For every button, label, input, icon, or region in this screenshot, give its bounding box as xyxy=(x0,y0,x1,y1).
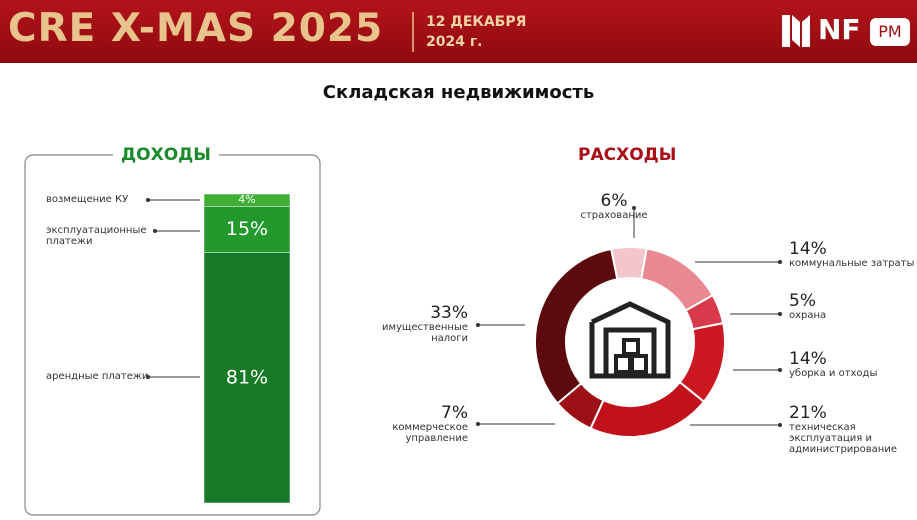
category-label: уборка и отходы xyxy=(789,368,878,379)
donut-segment xyxy=(534,247,619,405)
donut-segment xyxy=(589,380,706,438)
category-label: охрана xyxy=(789,310,827,321)
logo: NF xyxy=(818,13,861,46)
chart-title: ДОХОДЫ xyxy=(113,145,219,165)
logo-icon xyxy=(782,15,810,47)
chart-title: РАСХОДЫ xyxy=(570,145,685,165)
date: 2024 г. xyxy=(426,34,483,50)
leader-dot xyxy=(778,260,782,264)
value-label: 4% xyxy=(238,193,255,206)
subtitle: Складская недвижимость xyxy=(322,82,595,103)
category-label: арендные платежи xyxy=(46,371,149,382)
category-label: техническая эксплуатация и администриров… xyxy=(789,422,897,455)
value-label: 14% xyxy=(789,239,827,259)
leader-dot xyxy=(476,422,480,426)
value-label: 15% xyxy=(226,218,268,240)
value-label: 81% xyxy=(226,366,268,388)
leader-dot xyxy=(632,206,636,210)
leader-dot xyxy=(476,323,480,327)
bar-segment xyxy=(203,252,291,504)
leader-dot xyxy=(153,229,157,233)
bar-segment xyxy=(203,206,291,253)
leader-dot xyxy=(778,423,782,427)
header xyxy=(0,0,917,63)
category-label: страхование xyxy=(580,210,648,221)
value-label: 6% xyxy=(600,191,628,211)
header-title: CRE X-MAS 2025 xyxy=(8,6,384,51)
logo-badge: PM xyxy=(870,18,910,46)
value-label: 7% xyxy=(441,403,468,423)
category-label: возмещение КУ xyxy=(46,194,129,205)
date: 12 ДЕКАБРЯ xyxy=(426,14,527,30)
leader-dot xyxy=(146,198,150,202)
warehouse-icon xyxy=(589,301,671,379)
category-label: имущественные налоги xyxy=(381,322,468,344)
value-label: 33% xyxy=(430,303,468,323)
leader-dot xyxy=(778,368,782,372)
leader-dot xyxy=(778,312,782,316)
value-label: 5% xyxy=(789,291,816,311)
value-label: 21% xyxy=(789,403,827,423)
category-label: коммерческое управление xyxy=(392,422,468,444)
value-label: 14% xyxy=(789,349,827,369)
category-label: коммунальные затраты xyxy=(789,258,915,269)
leader-dot xyxy=(146,375,150,379)
category-label: эксплуатационные платежи xyxy=(46,225,147,247)
